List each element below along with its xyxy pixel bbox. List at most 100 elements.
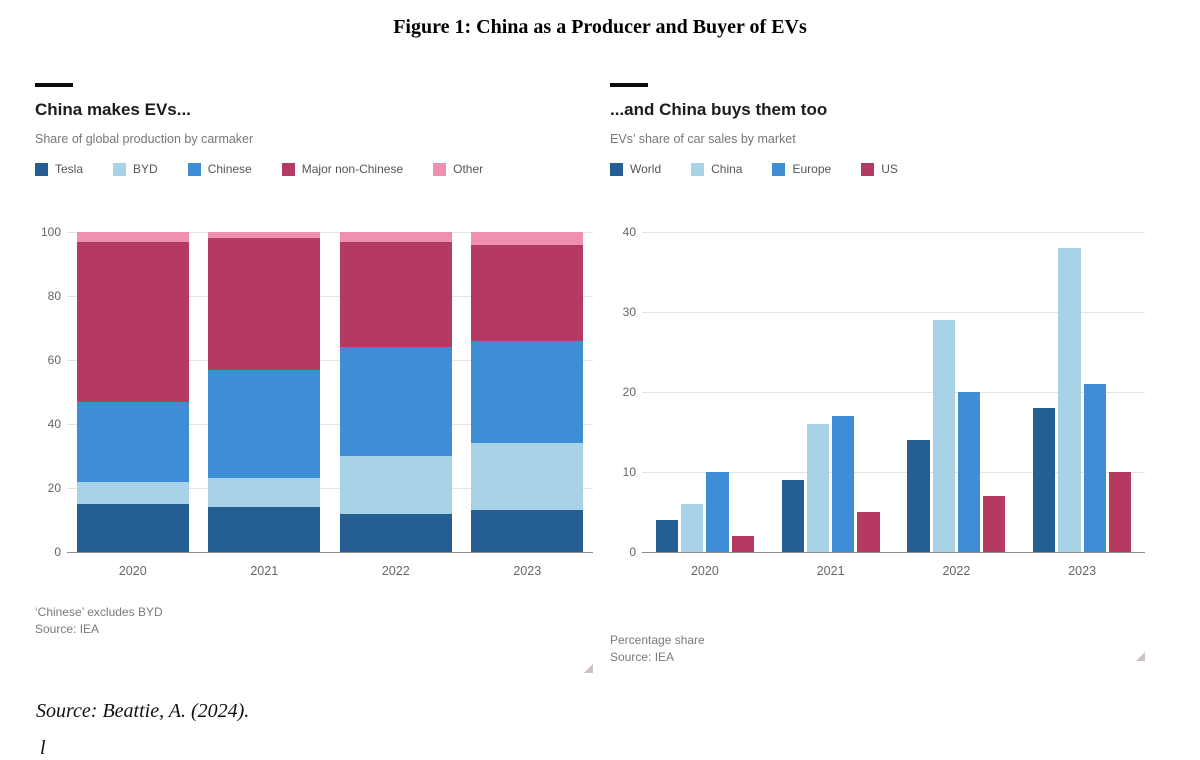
bar-segment-tesla-2020: [76, 504, 189, 552]
chart-legend-sales: World China Europe US: [610, 162, 1147, 176]
document-source-line: Source: Beattie, A. (2024).: [36, 700, 250, 722]
bar-segment-chinese-2023: [471, 340, 584, 444]
bar-europe-2023: [1083, 384, 1106, 552]
bar-segment-byd-2022: [339, 456, 452, 514]
y-axis-tick-label: 40: [622, 225, 636, 239]
chart-note: ‘Chinese’ excludes BYD: [35, 605, 163, 619]
resize-handle-icon: [584, 664, 593, 673]
x-axis-tick-label: 2020: [118, 564, 147, 578]
legend-swatch-icon: [433, 162, 447, 176]
legend-label: China: [711, 162, 743, 176]
y-axis-tick-label: 80: [47, 289, 61, 303]
legend-label: World: [630, 162, 662, 176]
gridline: [642, 231, 1145, 233]
y-axis-tick-label: 20: [622, 385, 636, 399]
bar-china-2020: [681, 504, 704, 552]
x-axis-line: [67, 551, 593, 553]
legend-label: Tesla: [55, 162, 84, 176]
gridline: [67, 487, 593, 489]
chart-source: Source: IEA: [610, 650, 675, 664]
x-axis-tick-label: 2021: [250, 564, 279, 578]
bar-segment-byd-2021: [208, 478, 321, 508]
bar-europe-2022: [957, 392, 981, 552]
legend-swatch-icon: [861, 162, 875, 176]
legend-swatch-icon: [691, 162, 705, 176]
stacked-bar-chart: 0 20 40 60 80 100 2020 2021 2022 2023: [35, 226, 595, 578]
bar-us-2021: [857, 512, 880, 552]
legend-item-china: China: [691, 162, 742, 176]
x-axis-tick-label: 2020: [690, 564, 719, 578]
gridline: [642, 471, 1145, 473]
chart-footnotes: Percentage share Source: IEA: [610, 632, 1147, 666]
sales-chart-panel: ...and China buys them too EVs’ share of…: [610, 83, 1147, 673]
bar-segment-other-2021: [208, 232, 321, 239]
y-axis-tick-label: 20: [47, 481, 61, 495]
kicker-bar: [35, 83, 73, 87]
plot-area: 0 20 40 60 80 100 2020 2021 2022 2023: [41, 226, 593, 578]
x-axis-tick-label: 2022: [381, 564, 410, 578]
legend-item-other: Other: [433, 162, 483, 176]
bar-segment-chinese-2021: [208, 369, 321, 479]
x-axis-tick-label: 2023: [1068, 564, 1097, 578]
legend-label: Other: [453, 162, 484, 176]
legend-item-chinese: Chinese: [187, 162, 252, 176]
legend-item-us: US: [861, 162, 898, 176]
x-axis-line: [642, 551, 1145, 553]
bar-segment-tesla-2022: [339, 513, 452, 552]
cropped-text-fragment: l: [40, 737, 46, 759]
bar-segment-tesla-2021: [208, 507, 321, 552]
x-axis-tick-label: 2022: [942, 564, 971, 578]
bar-china-2022: [932, 320, 955, 552]
legend-label: Chinese: [207, 162, 252, 176]
legend-item-europe: Europe: [772, 162, 831, 176]
chart-subtitle-sales: EVs’ share of car sales by market: [610, 132, 796, 146]
chart-source: Source: IEA: [35, 622, 100, 636]
legend-item-byd: BYD: [113, 162, 158, 176]
bar-segment-major-non-chinese-2023: [471, 244, 584, 341]
legend-label: Europe: [792, 162, 832, 176]
y-axis-tick-label: 60: [47, 353, 61, 367]
x-axis-tick-label: 2023: [513, 564, 542, 578]
bar-segment-byd-2020: [76, 481, 189, 504]
bar-segment-other-2020: [76, 232, 189, 242]
legend-label: US: [881, 162, 898, 176]
grouped-bar-chart: 0 10 20 30 40 2020 2021 2022 2023: [610, 226, 1147, 578]
bar-segment-major-non-chinese-2022: [339, 241, 452, 348]
legend-item-world: World: [610, 162, 661, 176]
bar-europe-2021: [832, 416, 855, 552]
legend-label: Major non-Chinese: [301, 162, 404, 176]
bar-segment-other-2023: [471, 232, 584, 245]
bar-us-2022: [983, 496, 1006, 552]
production-chart-panel: China makes EVs... Share of global produ…: [35, 83, 595, 673]
legend-label: BYD: [133, 162, 158, 176]
y-axis-tick-label: 0: [54, 545, 61, 559]
gridline: [642, 311, 1145, 313]
legend-item-major-non-chinese: Major non-Chinese: [281, 162, 404, 176]
bar-world-2020: [655, 520, 679, 552]
y-axis-tick-label: 0: [629, 545, 636, 559]
legend-item-tesla: Tesla: [35, 162, 83, 176]
bar-world-2023: [1033, 408, 1056, 552]
gridline: [67, 423, 593, 425]
bar-world-2021: [781, 480, 804, 552]
bar-segment-major-non-chinese-2021: [208, 238, 321, 370]
y-axis-tick-label: 30: [622, 305, 636, 319]
gridline: [642, 391, 1145, 393]
x-axis-tick-label: 2021: [816, 564, 845, 578]
figure-title: Figure 1: China as a Producer and Buyer …: [393, 16, 807, 38]
gridline: [67, 295, 593, 297]
chart-title-production: China makes EVs...: [35, 100, 191, 119]
y-axis-tick-label: 40: [47, 417, 61, 431]
bar-segment-chinese-2022: [339, 347, 452, 456]
bar-us-2020: [731, 536, 754, 552]
legend-swatch-icon: [35, 162, 48, 176]
chart-note: Percentage share: [610, 633, 705, 647]
legend-swatch-icon: [281, 162, 295, 176]
chart-panels: China makes EVs... Share of global produ…: [35, 83, 1165, 673]
bar-china-2023: [1058, 248, 1081, 552]
bar-us-2023: [1108, 472, 1132, 552]
bar-china-2021: [806, 424, 830, 552]
y-axis-tick-label: 10: [622, 465, 636, 479]
bar-segment-other-2022: [339, 232, 452, 242]
